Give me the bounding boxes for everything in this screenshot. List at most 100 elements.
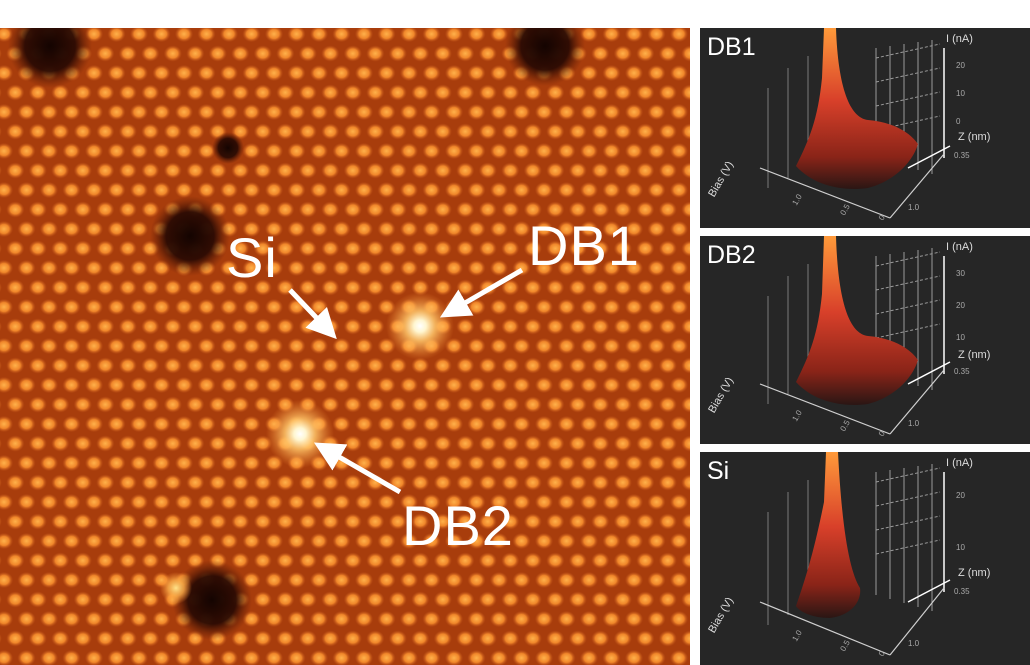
atom <box>0 532 14 550</box>
atom <box>309 376 329 394</box>
atom <box>489 532 509 550</box>
atom <box>6 84 25 101</box>
atom <box>422 259 441 277</box>
atom <box>366 591 385 608</box>
atom <box>73 357 93 374</box>
atom <box>163 318 182 335</box>
atom <box>321 162 340 179</box>
atom <box>591 357 610 374</box>
atom <box>39 571 59 589</box>
atom <box>422 571 441 589</box>
atom <box>186 396 205 413</box>
atom <box>568 162 587 179</box>
atom <box>28 318 47 335</box>
atom <box>174 415 194 433</box>
atom <box>51 513 70 530</box>
atom <box>107 571 126 589</box>
atom <box>658 123 677 140</box>
atom <box>174 376 194 394</box>
atom <box>163 45 182 62</box>
atom <box>28 435 47 452</box>
atom <box>298 84 317 101</box>
atom <box>422 64 441 82</box>
atom <box>231 240 250 257</box>
atom <box>647 220 666 238</box>
atom <box>624 64 644 82</box>
atom <box>681 318 690 335</box>
atom <box>546 396 565 413</box>
atom <box>489 28 509 43</box>
atom <box>208 84 227 101</box>
atom <box>17 376 36 394</box>
atom <box>658 513 677 530</box>
atom <box>512 220 531 238</box>
atom <box>287 142 306 160</box>
atom <box>321 513 340 530</box>
grid-line <box>875 323 941 339</box>
atom <box>17 259 36 277</box>
atom <box>73 630 93 647</box>
atom <box>478 357 497 374</box>
atom <box>118 513 137 530</box>
atom <box>276 552 295 569</box>
atom <box>681 357 690 374</box>
grid-line <box>875 467 941 483</box>
atom <box>107 142 126 160</box>
atom <box>152 376 171 394</box>
atom <box>422 610 441 628</box>
atom <box>141 357 160 374</box>
atom <box>0 493 14 511</box>
atom <box>579 454 599 472</box>
atom <box>208 162 227 179</box>
atom <box>309 259 329 277</box>
atom <box>456 435 475 452</box>
atom <box>287 64 306 82</box>
atom <box>39 415 59 433</box>
atom <box>62 259 81 277</box>
atom <box>647 28 666 43</box>
current-tick: 0 <box>956 117 961 126</box>
atom <box>174 493 194 511</box>
atom <box>298 279 317 296</box>
atom <box>647 649 666 665</box>
si-label: Si <box>226 226 278 289</box>
atom <box>478 396 497 413</box>
atom <box>309 103 329 121</box>
atom <box>253 279 272 296</box>
atom <box>343 240 362 257</box>
atom <box>636 357 655 374</box>
atom <box>264 337 284 355</box>
atom <box>512 337 531 355</box>
atom <box>636 435 655 452</box>
atom <box>399 220 419 238</box>
atom <box>231 630 250 647</box>
atom <box>501 552 520 569</box>
atom <box>332 376 351 394</box>
defect-group <box>8 28 585 640</box>
atom <box>309 142 329 160</box>
atom <box>366 552 385 569</box>
db1-label: DB1 <box>528 214 640 277</box>
atom <box>84 181 104 199</box>
atom <box>107 454 126 472</box>
atom <box>568 123 587 140</box>
atom <box>523 240 542 257</box>
atom <box>647 610 666 628</box>
db2-bright-spot <box>266 400 334 468</box>
atom <box>253 474 272 491</box>
atom <box>264 571 284 589</box>
atom <box>681 201 690 218</box>
atom <box>377 142 396 160</box>
atom <box>0 649 14 665</box>
atom <box>489 571 509 589</box>
atom <box>39 493 59 511</box>
atom <box>17 532 36 550</box>
atom <box>276 201 295 218</box>
atom <box>377 649 396 665</box>
atom <box>332 142 351 160</box>
spectrum-panel-db2: DB2 I (nA) 30 20 10 Z (nm) 0.35 1.0 Bias… <box>700 236 1030 444</box>
atom <box>444 28 464 43</box>
atom <box>534 103 554 121</box>
atom <box>39 103 59 121</box>
atom <box>242 220 261 238</box>
